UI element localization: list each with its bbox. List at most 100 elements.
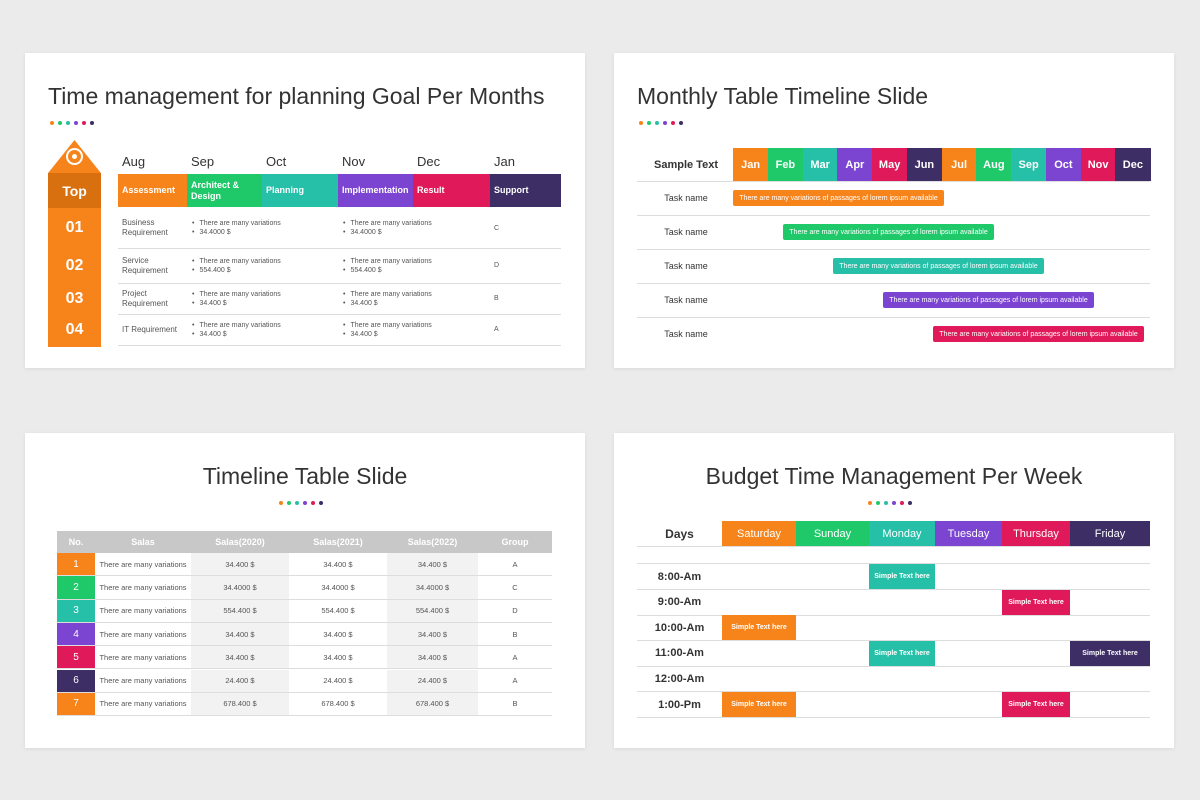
row-number: 02 bbox=[65, 256, 84, 274]
color-dot bbox=[287, 501, 291, 505]
group-label: A bbox=[494, 326, 499, 333]
table-cell: 34.400 $ bbox=[289, 553, 387, 577]
time-label: 8:00-Am bbox=[657, 570, 702, 583]
row-number: 2 bbox=[57, 576, 95, 600]
row-line bbox=[637, 614, 1150, 616]
table-header: Group bbox=[478, 531, 552, 553]
bullet-item: 554.400 $ bbox=[343, 266, 381, 275]
bullet-item: There are many variations bbox=[192, 219, 280, 228]
color-dot bbox=[279, 501, 283, 505]
table-cell: 34.400 $ bbox=[289, 622, 387, 647]
table-cell: 678.400 $ bbox=[387, 692, 478, 717]
row-label: Business Requirement bbox=[122, 218, 168, 237]
phase-cell: Result bbox=[413, 174, 490, 207]
phase-cell: Assessment bbox=[118, 174, 187, 207]
time-label: 10:00-Am bbox=[654, 621, 705, 634]
phase-cell: Planning bbox=[262, 174, 338, 207]
event-cell: Simple Text here bbox=[722, 615, 796, 641]
table-cell: B bbox=[478, 692, 552, 717]
bullet-item: 34.400 $ bbox=[192, 330, 226, 339]
target-icon-core bbox=[72, 154, 77, 159]
color-dot bbox=[671, 121, 675, 125]
table-cell: 24.400 $ bbox=[289, 669, 387, 693]
slide-card: Budget Time Management Per Week Days Satu… bbox=[614, 433, 1174, 748]
month-cell: Feb bbox=[767, 148, 803, 181]
table-cell: 554.400 $ bbox=[387, 599, 478, 623]
task-bar: There are many variations of passages of… bbox=[833, 258, 1044, 274]
row-label: Service Requirement bbox=[122, 255, 168, 275]
table-cell: There are many variations bbox=[95, 669, 191, 693]
month-label: Oct bbox=[266, 153, 287, 169]
table-cell: C bbox=[478, 576, 552, 600]
row-number: 1 bbox=[57, 553, 95, 577]
table-cell: 34.400 $ bbox=[191, 622, 289, 647]
color-dot bbox=[50, 121, 54, 125]
row-line bbox=[637, 691, 1150, 693]
table-cell: There are many variations bbox=[95, 646, 191, 670]
month-cell: Oct bbox=[1045, 148, 1081, 181]
color-dot bbox=[295, 501, 299, 505]
day-cell: Tuesday bbox=[935, 521, 1002, 546]
color-dot bbox=[892, 501, 896, 505]
table-cell: 34.4000 $ bbox=[191, 576, 289, 600]
table-cell: There are many variations bbox=[95, 599, 191, 623]
row-line bbox=[637, 589, 1150, 590]
color-dot bbox=[663, 121, 667, 125]
event-cell: Simple Text here bbox=[1070, 640, 1150, 666]
row-number: 5 bbox=[57, 646, 95, 670]
event-cell: Simple Text here bbox=[869, 640, 935, 666]
day-cell: Monday bbox=[869, 521, 935, 546]
table-cell: There are many variations bbox=[95, 553, 191, 577]
month-cell: Jul bbox=[941, 148, 977, 181]
row-line bbox=[118, 283, 561, 284]
event-cell: Simple Text here bbox=[722, 692, 796, 717]
bullet-item: 34.400 $ bbox=[343, 299, 377, 308]
row-number: 4 bbox=[57, 622, 95, 647]
table-cell: 34.400 $ bbox=[387, 622, 478, 647]
day-cell: Sunday bbox=[796, 521, 869, 546]
slide-title: Timeline Table Slide bbox=[202, 463, 408, 489]
header-label: Sample Text bbox=[654, 158, 718, 171]
table-cell: 554.400 $ bbox=[289, 599, 387, 623]
row-line bbox=[637, 317, 1150, 318]
bullet-item: There are many variations bbox=[343, 290, 431, 299]
day-cell: Thursday bbox=[1002, 521, 1070, 546]
table-cell: There are many variations bbox=[95, 622, 191, 647]
table-header: Salas(2022) bbox=[387, 531, 478, 553]
slide-title: Budget Time Management Per Week bbox=[705, 463, 1083, 489]
color-dot bbox=[58, 121, 62, 125]
month-cell: Aug bbox=[976, 148, 1012, 181]
bullet-item: 554.400 $ bbox=[192, 266, 230, 275]
task-bar: There are many variations of passages of… bbox=[933, 326, 1144, 342]
table-cell: 34.400 $ bbox=[191, 553, 289, 577]
days-label: Days bbox=[665, 526, 694, 541]
day-cell: Saturday bbox=[722, 521, 796, 546]
table-header: Salas bbox=[95, 531, 191, 553]
row-line bbox=[118, 314, 561, 315]
row-label: Project Requirement bbox=[122, 288, 168, 308]
color-dot bbox=[66, 121, 70, 125]
bullet-item: 34.400 $ bbox=[192, 299, 226, 308]
row-line bbox=[118, 345, 561, 346]
color-dot bbox=[868, 501, 872, 505]
color-dot bbox=[639, 121, 643, 125]
bullet-item: There are many variations bbox=[192, 257, 280, 266]
month-label: Sep bbox=[191, 153, 215, 169]
phase-cell: Support bbox=[490, 174, 561, 207]
month-cell: Mar bbox=[802, 148, 838, 181]
table-cell: 24.400 $ bbox=[387, 669, 478, 693]
group-label: D bbox=[494, 262, 500, 269]
phase-cell: Architect & Design bbox=[187, 174, 262, 207]
month-cell: May bbox=[872, 148, 908, 181]
table-header: Salas(2020) bbox=[191, 531, 289, 553]
color-dot bbox=[655, 121, 659, 125]
table-cell: 34.400 $ bbox=[387, 646, 478, 670]
color-dot bbox=[82, 121, 86, 125]
row-line bbox=[637, 181, 1150, 182]
month-cell: Dec bbox=[1115, 148, 1151, 181]
row-line bbox=[637, 215, 1150, 216]
